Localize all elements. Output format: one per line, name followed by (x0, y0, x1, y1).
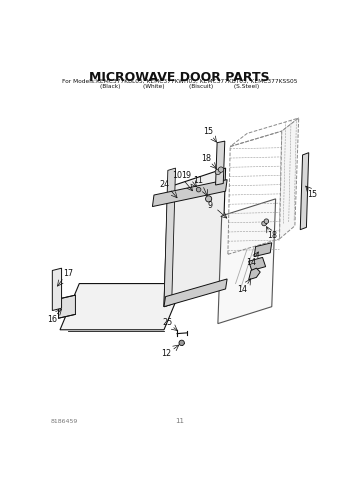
Circle shape (205, 196, 212, 202)
Circle shape (215, 169, 220, 175)
Circle shape (264, 219, 269, 224)
Polygon shape (280, 118, 299, 239)
Text: 17: 17 (63, 269, 73, 278)
Text: For Models:KEMC377KBL05, KEMC377KWH05, KEMC377KBT05, KEMC377KSS05: For Models:KEMC377KBL05, KEMC377KWH05, K… (62, 79, 297, 84)
Text: 18: 18 (201, 154, 211, 163)
Polygon shape (216, 141, 225, 185)
Text: 19: 19 (181, 170, 191, 180)
Text: 11: 11 (175, 418, 184, 424)
Text: 14: 14 (238, 285, 247, 294)
Polygon shape (164, 168, 176, 307)
Text: 9: 9 (208, 200, 213, 210)
Text: 11: 11 (194, 176, 204, 185)
Polygon shape (248, 268, 260, 280)
Polygon shape (60, 284, 183, 330)
Text: 12: 12 (161, 349, 171, 358)
Text: 25: 25 (163, 317, 173, 327)
Text: 14: 14 (246, 258, 256, 267)
Circle shape (179, 340, 184, 345)
Circle shape (196, 187, 201, 192)
Text: 24: 24 (160, 180, 170, 189)
Polygon shape (164, 168, 226, 307)
Text: MICROWAVE DOOR PARTS: MICROWAVE DOOR PARTS (89, 71, 270, 84)
Text: 15: 15 (307, 190, 317, 199)
Polygon shape (153, 180, 227, 207)
Text: 10: 10 (172, 171, 182, 180)
Circle shape (218, 167, 224, 172)
Polygon shape (248, 257, 266, 270)
Circle shape (262, 221, 266, 226)
Polygon shape (52, 268, 62, 311)
Polygon shape (218, 199, 276, 324)
Text: 16: 16 (47, 315, 57, 324)
Text: 18: 18 (267, 230, 277, 240)
Text: (Black)            (White)             (Biscuit)           (S.Steel): (Black) (White) (Biscuit) (S.Steel) (100, 84, 259, 89)
Text: 8186459: 8186459 (51, 419, 78, 424)
Text: 15: 15 (203, 128, 213, 136)
Polygon shape (254, 243, 272, 256)
Polygon shape (300, 153, 309, 230)
Polygon shape (58, 295, 76, 318)
Polygon shape (164, 279, 227, 307)
